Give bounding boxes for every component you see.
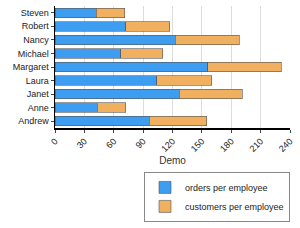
svg-text:210: 210 — [248, 136, 266, 154]
svg-text:Robert: Robert — [22, 21, 50, 31]
svg-text:0: 0 — [49, 136, 60, 147]
svg-text:150: 150 — [189, 136, 207, 154]
svg-text:Nancy: Nancy — [23, 35, 49, 45]
svg-text:Andrew: Andrew — [18, 116, 49, 126]
svg-text:90: 90 — [134, 136, 148, 150]
svg-text:Janet: Janet — [27, 89, 50, 99]
svg-text:Demo: Demo — [159, 155, 186, 166]
svg-text:180: 180 — [218, 136, 236, 154]
svg-text:orders per employee: orders per employee — [185, 183, 268, 193]
svg-text:Michael: Michael — [18, 49, 49, 59]
svg-text:Anne: Anne — [28, 103, 49, 113]
svg-text:60: 60 — [104, 136, 118, 150]
svg-text:120: 120 — [159, 136, 177, 154]
svg-text:30: 30 — [75, 136, 89, 150]
svg-text:240: 240 — [277, 136, 295, 154]
svg-text:customers per employee: customers per employee — [185, 202, 284, 212]
svg-text:Margaret: Margaret — [13, 62, 50, 72]
svg-text:Laura: Laura — [26, 76, 49, 86]
svg-text:Steven: Steven — [21, 8, 49, 18]
